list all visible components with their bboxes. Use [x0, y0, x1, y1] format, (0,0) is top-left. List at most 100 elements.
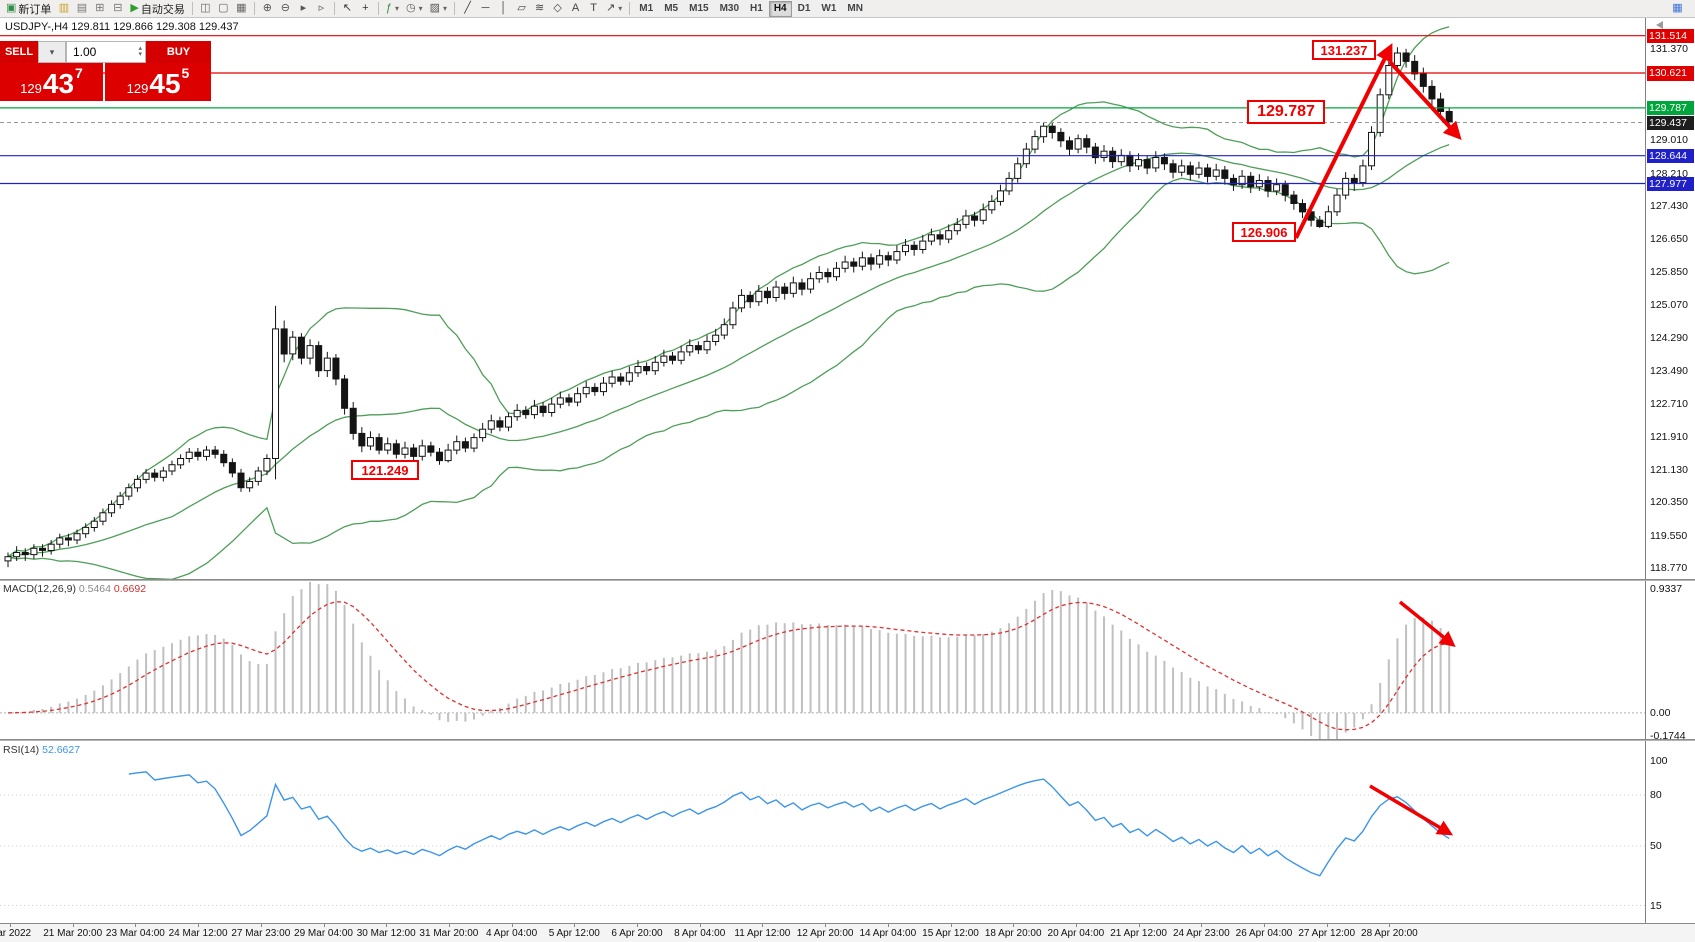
candle-body — [1135, 159, 1143, 167]
candle-body — [565, 397, 573, 403]
volume-increase-icon[interactable]: ▴ — [138, 45, 142, 52]
trend-arrow[interactable] — [1398, 600, 1456, 647]
text-button[interactable]: A — [567, 1, 584, 17]
candle-body — [315, 345, 323, 372]
candle-body — [798, 282, 806, 290]
candle-body — [807, 278, 815, 290]
vertical-line-icon: │ — [500, 2, 507, 14]
equidistant-channel-button[interactable]: ▱ — [513, 1, 530, 17]
trendline-icon: ╱ — [464, 2, 471, 14]
time-tick — [1326, 924, 1328, 927]
timeframe-d1-button[interactable]: D1 — [792, 0, 816, 17]
new-order-button[interactable]: ▣ 新订单 — [3, 1, 54, 17]
candle-body — [1445, 111, 1453, 123]
candle-body — [306, 345, 314, 359]
candle-body — [1333, 194, 1341, 213]
chart-window-icon[interactable]: ▦ — [1669, 1, 1686, 17]
trend-arrow[interactable] — [1388, 60, 1462, 140]
navigator-window-button[interactable]: ⊞ — [91, 1, 108, 17]
auto-scroll-button[interactable]: ▸ — [295, 1, 312, 17]
timeframe-w1-button[interactable]: W1 — [816, 0, 842, 17]
rsi-indicator-chart[interactable] — [0, 741, 1645, 923]
autotrading-button[interactable]: ▶ 自动交易 — [127, 1, 187, 17]
indicators-button[interactable]: ƒ ▾ — [383, 1, 402, 17]
candle-body — [194, 451, 202, 457]
timeframe-m15-button[interactable]: M15 — [684, 0, 714, 17]
crosshair-button[interactable]: + — [357, 1, 374, 17]
macd-indicator-chart[interactable] — [0, 581, 1645, 739]
trend-arrow[interactable] — [1369, 784, 1454, 836]
time-tick — [1013, 924, 1015, 927]
price-annotation-129.787[interactable]: 129.787 — [1247, 100, 1325, 124]
periods-button[interactable]: ◷ ▾ — [403, 1, 426, 17]
time-label: 24 Apr 23:00 — [1172, 928, 1230, 939]
market-watch-button[interactable]: ▥ — [55, 1, 72, 17]
candle-body — [1437, 98, 1445, 112]
panel-splitter[interactable] — [0, 739, 1695, 741]
timeframe-m1-button[interactable]: M1 — [634, 0, 659, 17]
candle-body — [876, 255, 884, 265]
cascade-windows-button[interactable]: ▢ — [215, 1, 232, 17]
timeframe-m30-button[interactable]: M30 — [714, 0, 745, 17]
time-tick — [260, 924, 262, 927]
candlestick-chart[interactable] — [0, 18, 1645, 579]
order-type-dropdown[interactable]: ▾ — [38, 41, 66, 63]
arrange-windows-button[interactable]: ▦ — [233, 1, 250, 17]
data-window-button[interactable]: ▤ — [73, 1, 90, 17]
candle-body — [297, 336, 305, 359]
candle-body — [1247, 175, 1255, 188]
text-label-button[interactable]: T — [585, 1, 602, 17]
candle-body — [1368, 131, 1376, 167]
sell-price-display[interactable]: 129 43 7 — [0, 63, 103, 101]
vertical-line-button[interactable]: │ — [495, 1, 512, 17]
cursor-button[interactable]: ↖ — [339, 1, 356, 17]
candle-body — [1359, 165, 1367, 184]
timeframe-m5-button[interactable]: M5 — [659, 0, 684, 17]
buy-price-display[interactable]: 129 45 5 — [105, 63, 211, 101]
zoom-out-button[interactable]: ⊖ — [277, 1, 294, 17]
horizontal-line-button[interactable]: ─ — [477, 1, 494, 17]
chart-shift-marker — [1656, 21, 1663, 29]
candle-body — [90, 520, 98, 529]
price-annotation-126.906[interactable]: 126.906 — [1232, 222, 1296, 242]
candle-body — [599, 382, 607, 393]
arrange-windows-icon: ▦ — [236, 2, 247, 14]
candle-body — [1186, 165, 1194, 175]
candle-body — [125, 487, 133, 497]
candle-body — [712, 334, 720, 343]
terminal-window-button[interactable]: ⊟ — [109, 1, 126, 17]
time-tick — [1264, 924, 1265, 927]
tile-windows-button[interactable]: ◫ — [197, 1, 214, 17]
panel-splitter[interactable] — [0, 579, 1695, 581]
time-label: 11 Apr 12:00 — [734, 928, 791, 939]
sell-button[interactable]: SELL — [0, 41, 38, 63]
timeframe-h4-button[interactable]: H4 — [768, 0, 792, 17]
volume-decrease-icon[interactable]: ▾ — [138, 51, 142, 58]
trend-arrow[interactable] — [1294, 43, 1393, 239]
candle-body — [1152, 157, 1160, 169]
trendline-button[interactable]: ╱ — [459, 1, 476, 17]
time-tick — [10, 924, 11, 927]
zoom-in-button[interactable]: ⊕ — [259, 1, 276, 17]
rsi-scale-tick: 50 — [1650, 840, 1662, 852]
shapes-icon: ◇ — [553, 2, 562, 14]
templates-button[interactable]: ▨ ▾ — [427, 1, 450, 17]
volume-input[interactable] — [67, 45, 129, 59]
chart-shift-button[interactable]: ▹ — [313, 1, 330, 17]
buy-button[interactable]: BUY — [146, 41, 211, 63]
candle-body — [349, 407, 357, 434]
price-tick: 129.010 — [1650, 134, 1688, 147]
time-tick — [637, 924, 638, 927]
fibonacci-button[interactable]: ≋ — [531, 1, 548, 17]
timeframe-h1-button[interactable]: H1 — [745, 0, 768, 17]
rsi-scale-tick: 100 — [1650, 755, 1668, 767]
candle-body — [82, 526, 90, 535]
price-scale[interactable]: 131.370 129.010 128.210 127.430 126.650 125.8… — [1645, 18, 1695, 923]
candle-body — [556, 397, 564, 405]
arrow-tools-button[interactable]: ↗ ▾ — [603, 1, 625, 17]
price-annotation-121.249[interactable]: 121.249 — [351, 460, 419, 480]
timeframe-mn-button[interactable]: MN — [842, 0, 868, 17]
shapes-button[interactable]: ◇ — [549, 1, 566, 17]
price-annotation-131.237[interactable]: 131.237 — [1312, 40, 1376, 60]
